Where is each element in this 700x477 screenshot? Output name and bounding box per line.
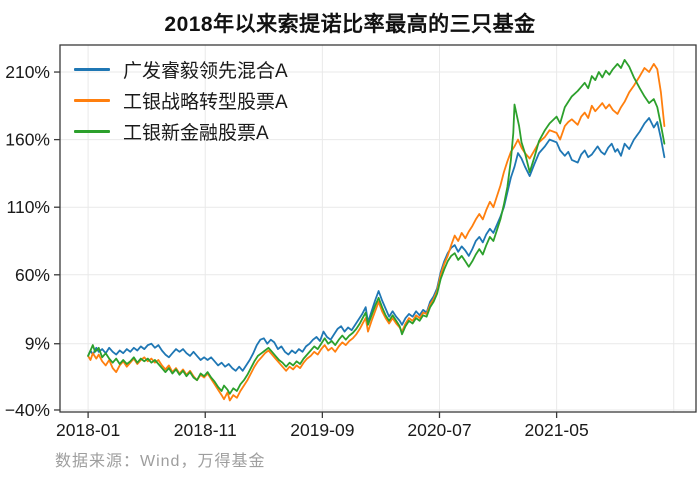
legend: 广发睿毅领先混合A 工银战略转型股票A 工银新金融股票A [74,54,288,147]
legend-item: 工银新金融股票A [74,116,288,147]
y-tick-label: 60% [15,265,50,285]
x-tick-label: 2018-11 [174,420,237,440]
x-tick-label: 2018-01 [56,420,120,440]
y-tick-label: −40% [5,400,50,420]
series-line-0 [87,117,666,372]
y-tick-label: 9% [25,334,50,354]
legend-item: 广发睿毅领先混合A [74,54,288,85]
legend-label: 工银战略转型股票A [123,92,288,113]
chart-title: 2018年以来索提诺比率最高的三只基金 [164,13,536,36]
y-tick-label: 210% [5,62,50,82]
legend-swatch [74,99,110,102]
data-source-note: 数据来源：Wind，万得基金 [55,453,266,470]
series-line-2 [87,59,666,395]
legend-label: 广发睿毅领先混合A [123,61,288,82]
legend-swatch [74,68,110,71]
legend-swatch [74,130,110,133]
x-tick-label: 2021-05 [525,420,589,440]
plot-frame [59,44,697,413]
legend-item: 工银战略转型股票A [74,85,288,116]
y-tick-label: 110% [7,197,50,217]
x-tick-label: 2020-07 [407,420,471,440]
x-tick-label: 2019-09 [290,420,354,440]
y-tick-label: 160% [5,130,50,150]
legend-label: 工银新金融股票A [123,123,269,144]
